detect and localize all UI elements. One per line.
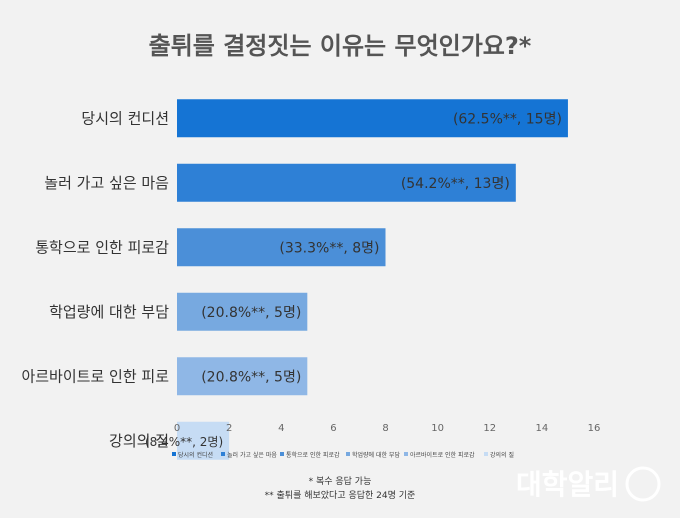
legend-swatch-2 [221, 452, 225, 456]
bar-5 [177, 357, 308, 396]
bar-1 [177, 99, 568, 138]
legend-label-6: 강의의 질 [490, 451, 514, 459]
legend-label-1: 당시의 컨디션 [178, 451, 213, 459]
x-tick-label: 8 [382, 423, 388, 434]
legend-swatch-3 [280, 452, 284, 456]
bar-2 [177, 163, 516, 202]
bar-4 [177, 292, 308, 331]
category-label-1: 당시의 컨디션 [81, 109, 169, 127]
brand-logo-text: 대학알리 [516, 468, 619, 501]
bar-3 [177, 228, 386, 267]
legend-label-4: 학업량에 대한 부담 [352, 451, 400, 459]
footnote-respondent-base: ** 출튀를 해보았다고 응답한 24명 기준 [265, 489, 416, 501]
x-tick-label: 10 [431, 423, 444, 434]
category-label-5: 아르바이트로 인한 피로 [21, 367, 169, 385]
legend-label-2: 놀러 가고 싶은 마음 [227, 451, 277, 459]
x-tick-label: 12 [483, 423, 496, 434]
x-tick-label: 0 [174, 423, 180, 434]
data-label-1: (62.5%**, 15명) [453, 111, 562, 127]
brand-logo: 대학알리 [516, 466, 661, 502]
legend-label-5: 아르바이트로 인한 피로감 [410, 451, 475, 459]
category-label-6: 강의의 질 [109, 432, 169, 450]
category-label-4: 학업량에 대한 부담 [49, 303, 169, 321]
x-tick-label: 4 [278, 423, 284, 434]
category-label-2: 놀러 가고 싶은 마음 [44, 174, 169, 192]
legend-swatch-1 [172, 452, 176, 456]
legend-swatch-6 [484, 452, 488, 456]
brand-logo-mark [625, 466, 661, 502]
data-label-2: (54.2%**, 13명) [401, 176, 510, 192]
x-tick-label: 14 [536, 423, 549, 434]
data-label-6: (8.4%**, 2명) [145, 435, 223, 449]
legend-swatch-5 [404, 452, 408, 456]
footnote-multiple-answers: * 복수 응답 가능 [309, 475, 372, 487]
chart-title: 출튀를 결정짓는 이유는 무엇인가요?* [149, 32, 532, 60]
category-label-3: 통학으로 인한 피로감 [35, 238, 169, 256]
legend-swatch-4 [346, 452, 350, 456]
x-tick-label: 6 [330, 423, 336, 434]
bar-6 [177, 421, 230, 460]
legend-label-3: 통학으로 인한 피로감 [286, 451, 340, 459]
data-label-3: (33.3%**, 8명) [279, 240, 379, 256]
data-label-5: (20.8%**, 5명) [201, 369, 301, 385]
data-label-4: (20.8%**, 5명) [201, 305, 301, 321]
x-tick-label: 16 [588, 423, 601, 434]
x-tick-label: 2 [226, 423, 232, 434]
